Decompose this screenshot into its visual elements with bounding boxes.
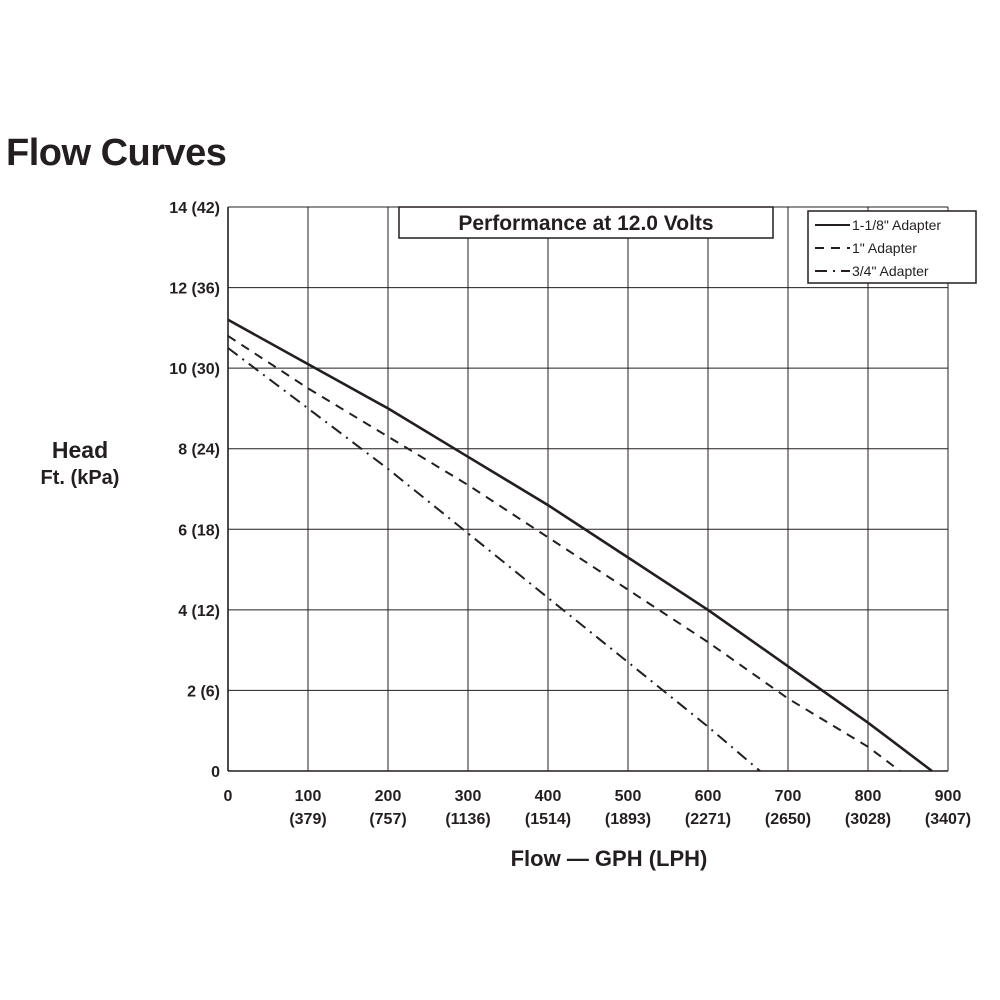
y-tick-label: 6 (18) — [178, 522, 220, 539]
x-tick-label: 900 — [935, 788, 962, 805]
x-axis-label: Flow — GPH (LPH) — [511, 846, 708, 871]
y-tick-label: 4 (12) — [178, 603, 220, 620]
y-axis-label-line2: Ft. (kPa) — [40, 467, 120, 489]
x-tick-label: 100 — [295, 788, 322, 805]
x-tick-label: 700 — [775, 788, 802, 805]
x-tick-label: 800 — [855, 788, 882, 805]
legend-label: 1-1/8" Adapter — [852, 217, 941, 233]
page-title: Flow Curves — [6, 132, 227, 174]
x-tick-sublabel: (1514) — [525, 811, 571, 828]
y-axis-label: Head Ft. (kPa) — [30, 436, 130, 492]
x-tick-sublabel: (379) — [289, 811, 326, 828]
y-axis-label-line1: Head — [51, 437, 109, 463]
x-tick-label: 0 — [224, 788, 233, 805]
legend-label: 1" Adapter — [852, 240, 917, 256]
y-tick-label: 8 (24) — [178, 442, 220, 459]
y-tick-label: 0 — [211, 764, 220, 781]
grid — [227, 206, 949, 772]
chart-title-box: Performance at 12.0 Volts — [398, 206, 774, 239]
x-tick-sublabel: (1893) — [605, 811, 651, 828]
x-tick-label: 300 — [455, 788, 482, 805]
x-tick-sublabel: (3028) — [845, 811, 891, 828]
x-tick-sublabel: (757) — [369, 811, 406, 828]
legend: 1-1/8" Adapter 1" Adapter 3/4" Adapter — [807, 210, 977, 284]
y-tick-label: 14 (42) — [169, 200, 220, 217]
y-tick-label: 2 (6) — [187, 683, 220, 700]
chart-title: Performance at 12.0 Volts — [458, 212, 713, 235]
series-line-dashed — [227, 335, 901, 772]
legend-label: 3/4" Adapter — [852, 263, 929, 279]
axis-ticks: 0 2 (6) 4 (12) 6 (18) 8 (24) 10 (30) 12 (36) 14… — [169, 200, 971, 828]
x-tick-sublabel: (2650) — [765, 811, 811, 828]
x-tick-label: 200 — [375, 788, 402, 805]
series-lines — [227, 318, 933, 773]
x-tick-label: 500 — [615, 788, 642, 805]
x-tick-sublabel: (2271) — [685, 811, 731, 828]
x-tick-label: 400 — [535, 788, 562, 805]
y-tick-label: 12 (36) — [169, 281, 220, 298]
x-tick-sublabel: (1136) — [445, 811, 490, 828]
x-tick-sublabel: (3407) — [925, 811, 971, 828]
series-line-solid — [227, 318, 933, 773]
y-tick-label: 10 (30) — [169, 361, 220, 378]
x-tick-label: 600 — [695, 788, 722, 805]
